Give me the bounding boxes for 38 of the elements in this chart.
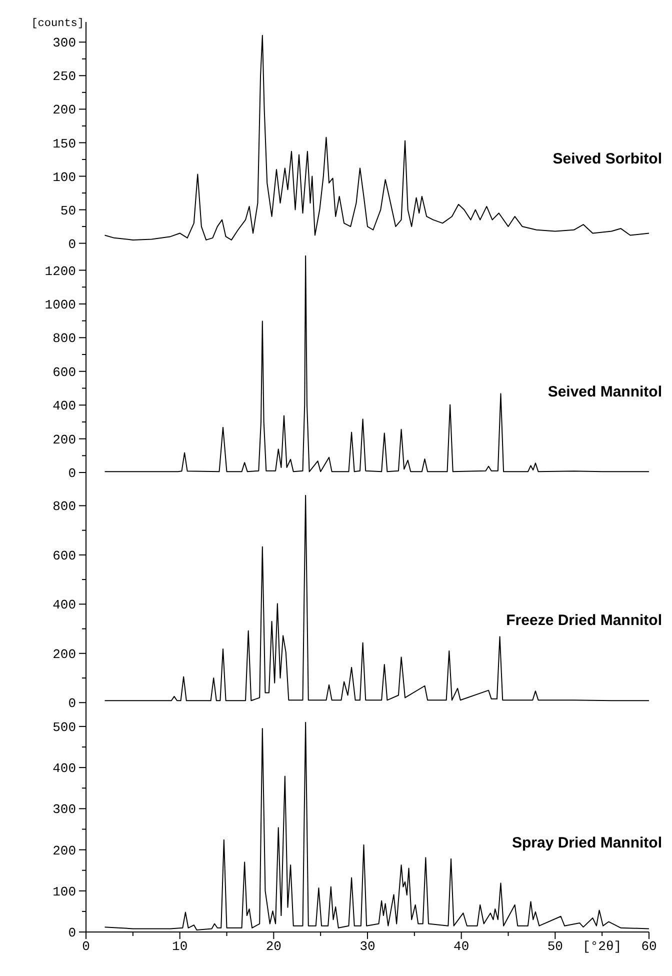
x-tick-label: 30 [360,939,376,954]
series-label: Freeze Dried Mannitol [506,612,662,629]
y-tick-label: 300 [52,36,76,51]
y-tick-label: 200 [52,102,76,118]
y-tick-label: 100 [52,170,76,185]
y-tick-label: 0 [68,926,76,941]
y-tick-label: 400 [52,398,76,414]
y-tick-label: 0 [68,236,76,252]
y-tick-label: 50 [60,203,76,218]
x-tick-label: 10 [172,939,188,954]
y-tick-label: 0 [68,696,76,712]
y-tick-label: 400 [52,761,76,776]
y-tick-label: 200 [52,843,76,858]
y-tick-label: 600 [52,548,76,564]
y-tick-label: 800 [52,499,76,514]
y-tick-label: 600 [52,364,76,380]
x-tick-label: 60 [641,939,657,954]
y-axis-title: [counts] [31,18,84,30]
y-tick-label: 300 [52,802,76,818]
y-tick-label: 250 [52,69,76,84]
x-tick-label: 50 [547,939,563,954]
y-tick-label: 400 [52,598,76,613]
y-tick-label: 200 [52,646,76,662]
x-axis-title: [°2θ] [582,939,622,954]
x-tick-label: 40 [454,939,470,954]
y-tick-label: 200 [52,432,76,448]
x-tick-label: 0 [82,939,90,954]
text: Seived Sorbitol [552,150,662,168]
x-tick-label: 20 [266,939,282,954]
y-tick-label: 1000 [44,297,76,312]
y-tick-label: 1200 [44,264,76,279]
y-tick-label: 500 [52,720,76,735]
text: Spray Dried Mannitol [512,834,662,852]
y-tick-label: 100 [52,884,76,900]
text: Seived Mannitol [548,383,662,400]
y-tick-label: 0 [68,466,76,482]
y-tick-label: 150 [52,136,76,152]
y-tick-label: 800 [52,331,76,346]
